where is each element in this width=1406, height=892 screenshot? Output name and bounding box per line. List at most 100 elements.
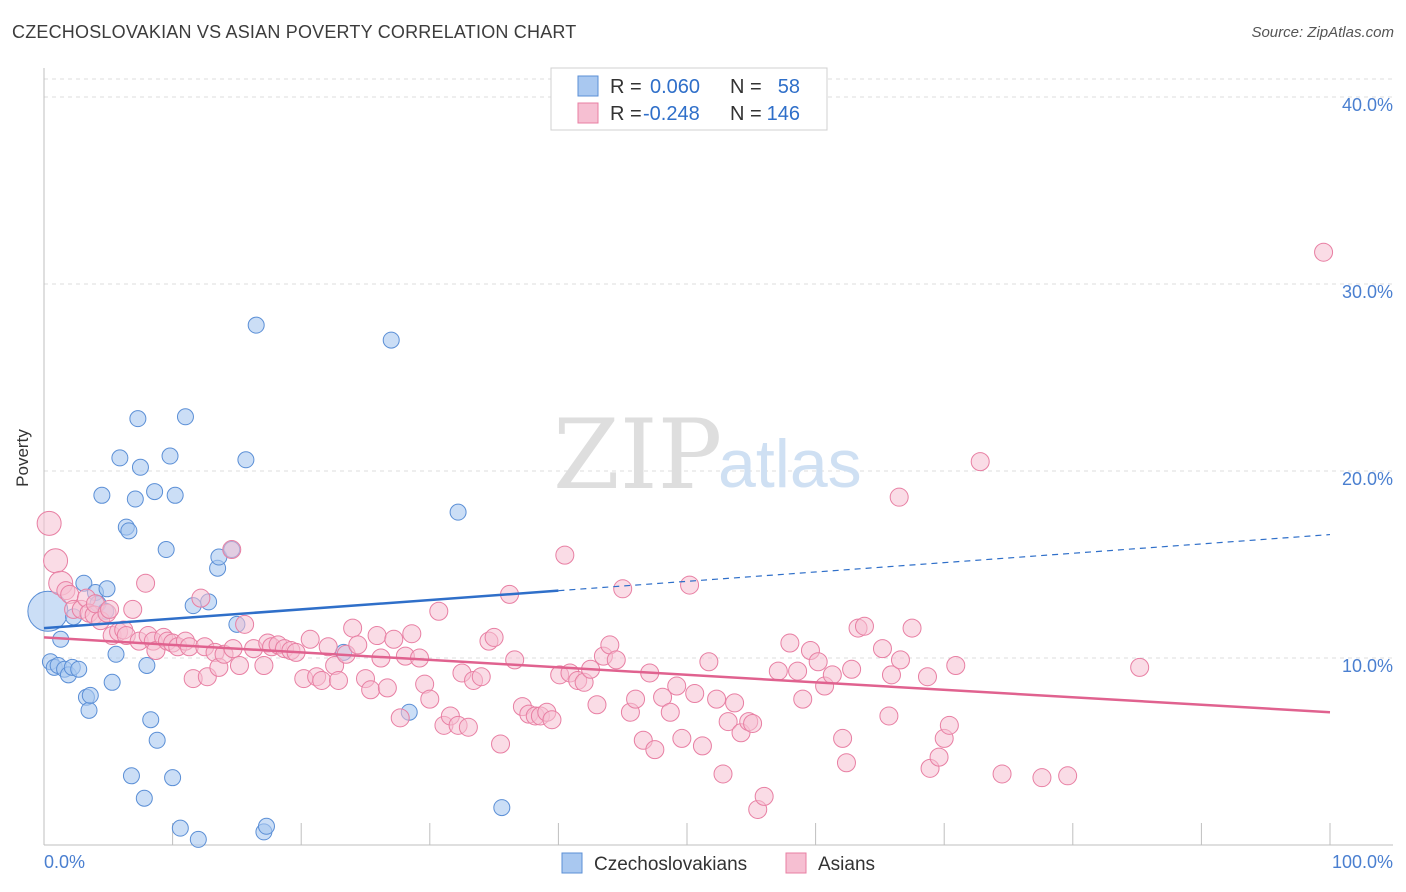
asian-point-111 (685, 684, 705, 704)
czechoslovakian-point-46 (237, 451, 255, 469)
y-tick-label-2: 30.0% (1342, 282, 1393, 302)
czechoslovakian-point-19 (103, 673, 121, 691)
asian-point-139 (889, 487, 909, 507)
asian-point-144 (929, 747, 949, 767)
asian-point-71 (429, 601, 449, 621)
czechoslovakian-point-36 (166, 486, 184, 504)
czechoslovakian-point-32 (148, 731, 166, 749)
czechoslovakian-point-20 (107, 645, 125, 663)
series-asians (36, 242, 1334, 819)
asian-point-64 (384, 629, 404, 649)
asian-point-89 (542, 710, 562, 730)
asian-point-130 (822, 665, 842, 685)
asian-point-107 (660, 702, 680, 722)
asian-point-141 (902, 618, 922, 638)
asian-point-132 (836, 753, 856, 773)
asian-point-53 (318, 637, 338, 657)
asian-point-137 (879, 706, 899, 726)
legend-swatch-pink (577, 102, 599, 124)
czechoslovakian-point-9 (70, 660, 88, 678)
asian-point-37 (222, 540, 242, 560)
asian-point-135 (854, 616, 874, 636)
czechoslovakian-point-28 (135, 789, 153, 807)
czechoslovakian-point-54 (493, 799, 511, 817)
czechoslovakian-point-40 (189, 830, 207, 848)
legend-r-label-1: R = (610, 76, 642, 98)
legend-n-value-1: 58 (778, 76, 800, 98)
trend-line-asians (43, 636, 1331, 714)
asian-point-63 (377, 678, 397, 698)
legend-n-label-2: N = (730, 103, 762, 125)
czechoslovakian-point-12 (80, 701, 98, 719)
asian-point-109 (672, 728, 692, 748)
y-tick-labels: 10.0% 20.0% 30.0% 40.0% (1342, 95, 1393, 676)
asian-point-50 (300, 629, 320, 649)
bottom-legend-label-asians: Asians (818, 854, 875, 875)
czechoslovakian-point-27 (131, 458, 149, 476)
asian-point-13 (100, 599, 120, 619)
x-tick-label-0: 0.0% (44, 852, 85, 872)
legend-n-value-2: 146 (767, 103, 800, 125)
czechoslovakian-point-16 (93, 486, 111, 504)
asian-point-105 (645, 740, 665, 760)
czechoslovakian-point-26 (129, 410, 147, 428)
asian-point-149 (992, 764, 1012, 784)
bottom-legend-swatch-blue (561, 852, 583, 874)
legend-r-value-2: -0.248 (643, 103, 700, 125)
trend-line-czechoslovakians-extension (558, 533, 1331, 592)
y-tick-label-3: 40.0% (1342, 95, 1393, 115)
legend-n-label-1: N = (730, 76, 762, 98)
trend-line-czechoslovakians (43, 589, 559, 630)
asian-point-133 (842, 659, 862, 679)
asian-point-123 (768, 661, 788, 681)
asian-point-125 (788, 661, 808, 681)
chart-title: CZECHOSLOVAKIAN VS ASIAN POVERTY CORRELA… (12, 22, 577, 42)
czechoslovakian-point-53 (449, 503, 467, 521)
czechoslovakian-point-30 (142, 711, 160, 729)
asian-point-67 (402, 624, 422, 644)
asian-point-126 (793, 689, 813, 709)
czechoslovakian-point-49 (257, 817, 275, 835)
czechoslovakian-point-13 (81, 686, 99, 704)
asian-point-91 (555, 545, 575, 565)
asian-point-100 (613, 579, 633, 599)
trend-lines (43, 533, 1331, 714)
asian-point-116 (718, 712, 738, 732)
asian-point-20 (136, 573, 156, 593)
asian-point-52 (312, 670, 332, 690)
asian-point-112 (692, 736, 712, 756)
czechoslovakian-point-29 (138, 656, 156, 674)
asian-point-99 (606, 650, 626, 670)
czechoslovakian-point-37 (171, 819, 189, 837)
czechoslovakian-point-34 (161, 447, 179, 465)
asian-point-113 (699, 652, 719, 672)
asian-point-61 (367, 626, 387, 646)
asian-point-138 (881, 665, 901, 685)
asian-point-70 (420, 689, 440, 709)
y-tick-label-0: 10.0% (1342, 656, 1393, 676)
asian-point-80 (484, 627, 504, 647)
gridlines (44, 78, 1393, 659)
y-tick-label-1: 20.0% (1342, 469, 1393, 489)
asian-point-39 (229, 655, 249, 675)
bottom-legend-swatch-pink (785, 852, 807, 874)
asian-point-147 (946, 655, 966, 675)
asian-point-55 (328, 670, 348, 690)
asian-point-136 (872, 639, 892, 659)
asian-point-114 (707, 689, 727, 709)
asian-point-78 (471, 667, 491, 687)
asian-point-31 (191, 588, 211, 608)
asian-point-117 (725, 693, 745, 713)
asian-point-151 (1058, 766, 1078, 786)
asian-point-120 (743, 713, 763, 733)
asian-point-57 (343, 618, 363, 638)
y-axis-label: Poverty (13, 429, 32, 487)
asian-point-131 (833, 728, 853, 748)
asian-point-102 (626, 689, 646, 709)
asian-point-140 (890, 650, 910, 670)
axes (43, 68, 1393, 846)
asian-point-115 (713, 764, 733, 784)
asian-point-146 (939, 715, 959, 735)
czechoslovakian-point-51 (382, 331, 400, 349)
series-legend: Czechoslovakians Asians (561, 852, 875, 875)
